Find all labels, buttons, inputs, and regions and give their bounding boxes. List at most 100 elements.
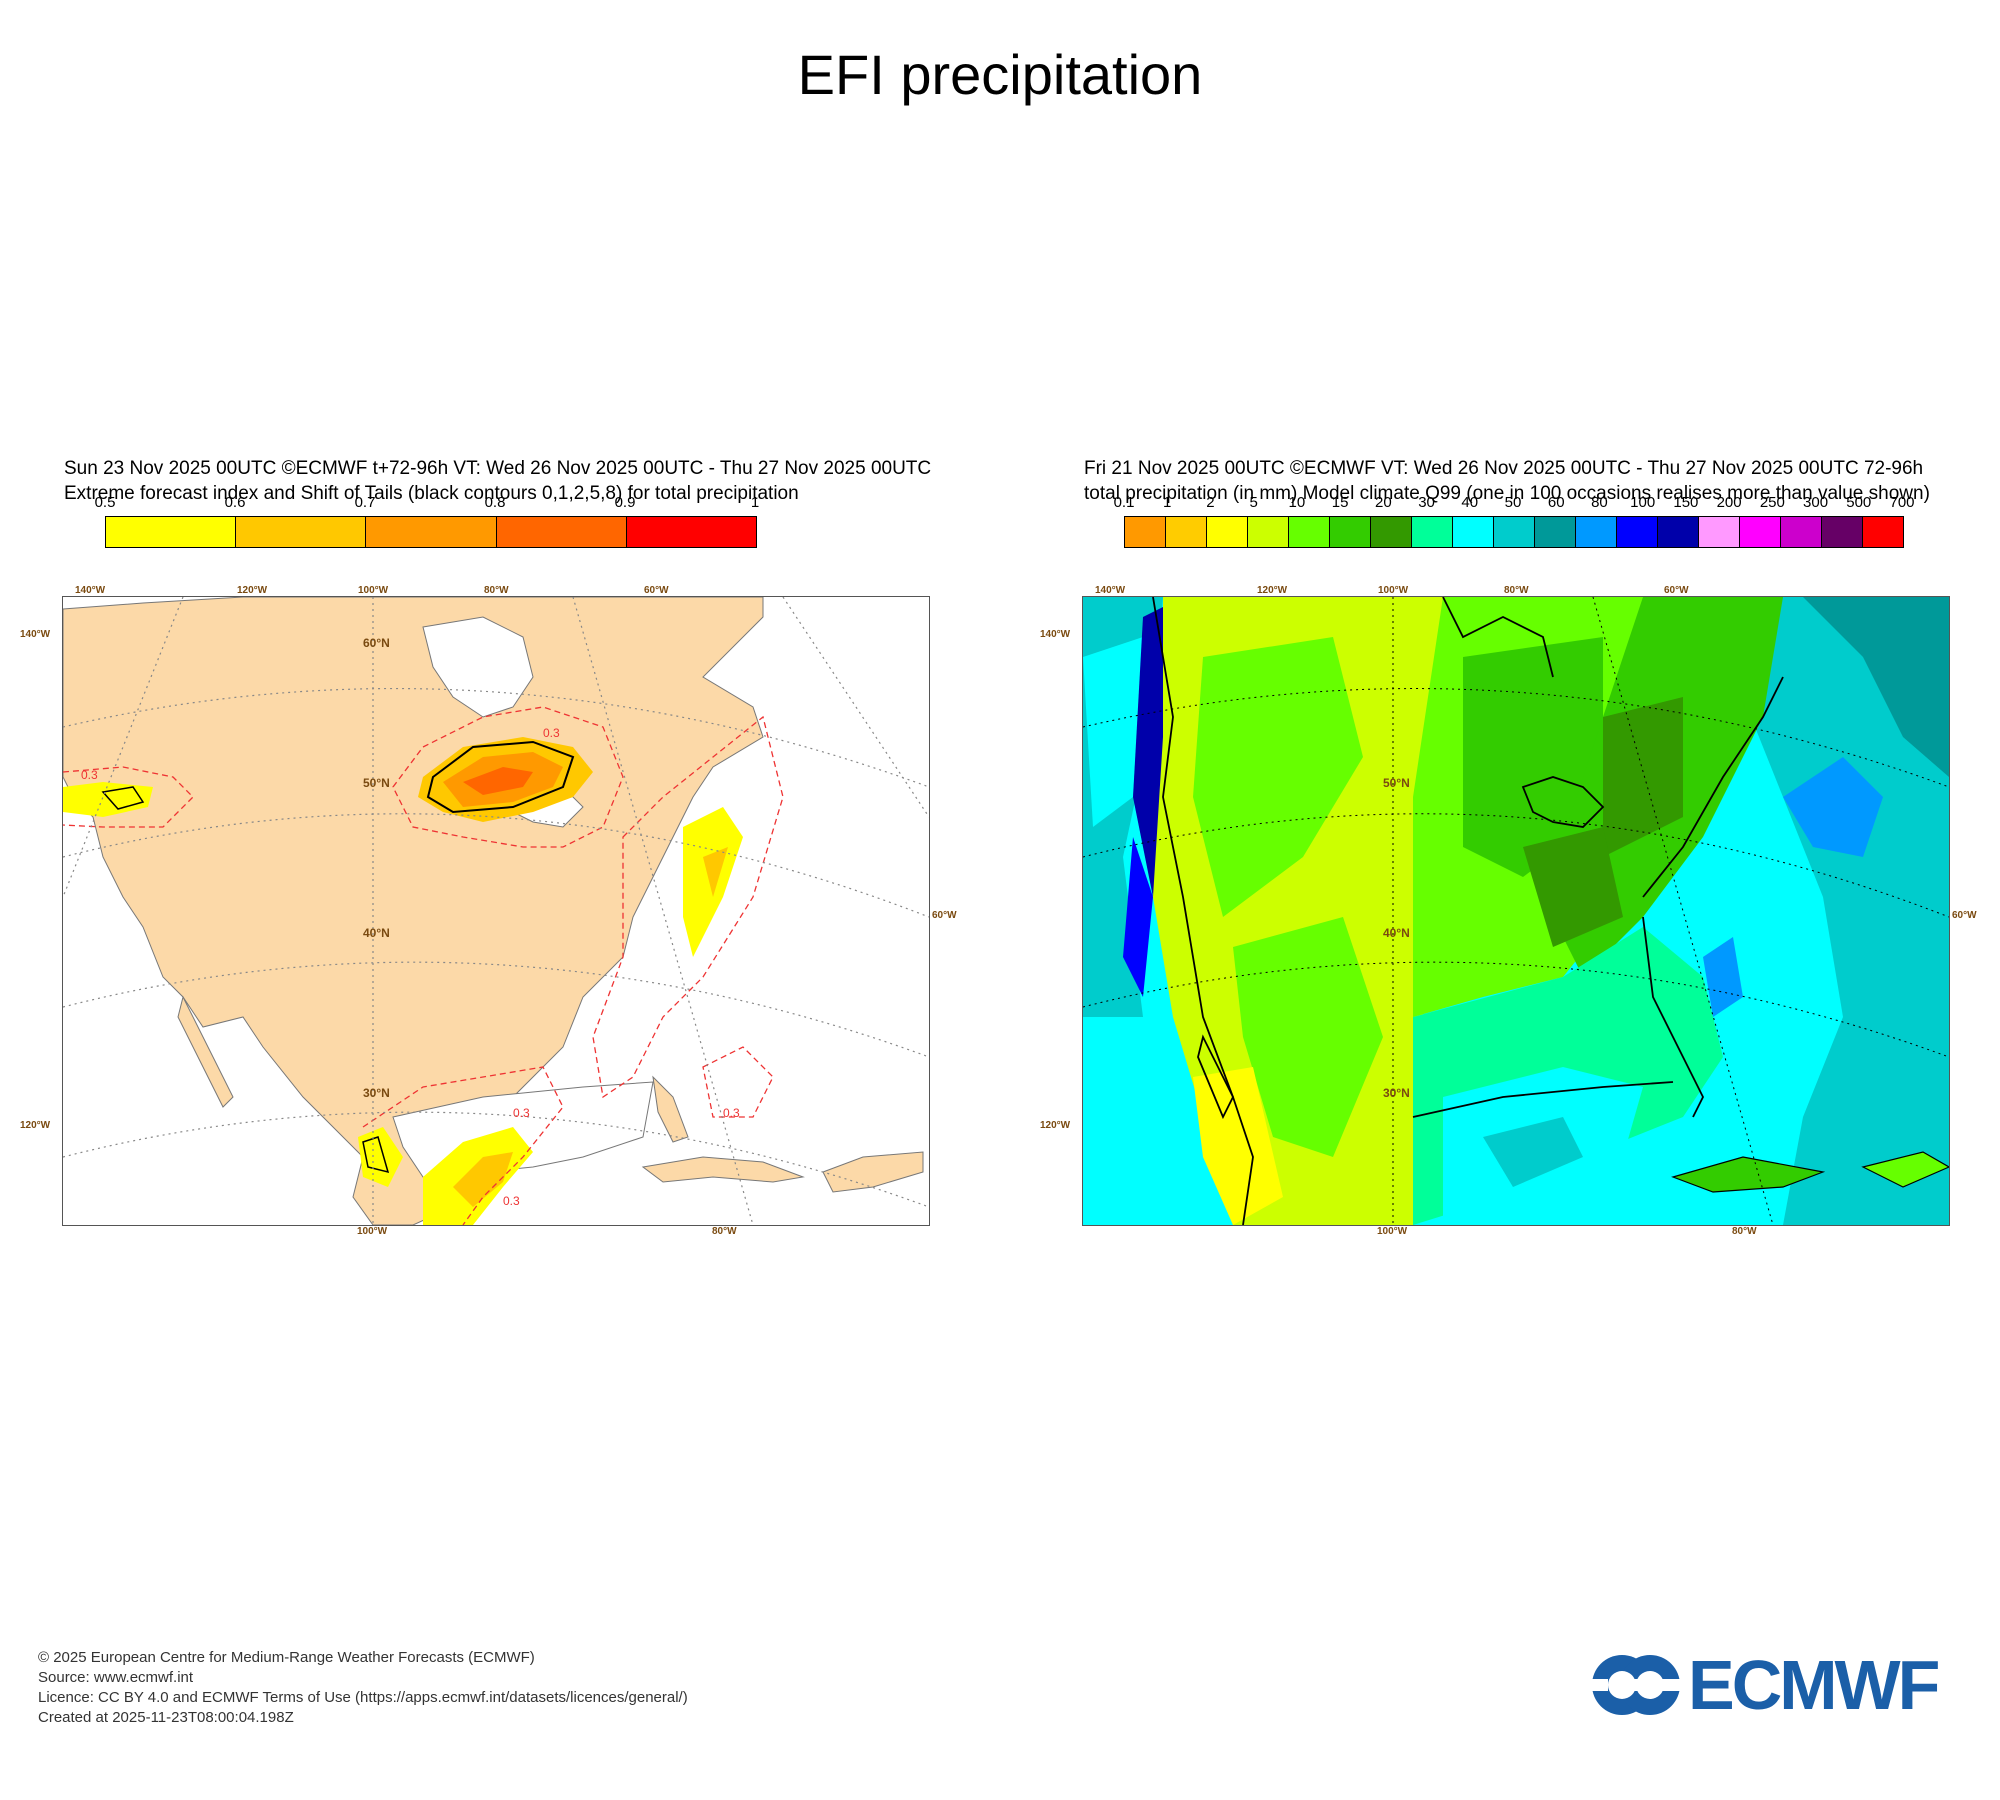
efi-colorbar-labels: 0.5 0.6 0.7 0.8 0.9 1 bbox=[95, 494, 760, 512]
climate-colorbar-label: 10 bbox=[1288, 494, 1306, 511]
climate-colorbar-label: 50 bbox=[1504, 494, 1522, 511]
climate-colorbar-segment bbox=[1617, 517, 1658, 547]
climate-colorbar-label: 150 bbox=[1673, 494, 1699, 511]
climate-colorbar-label: 250 bbox=[1759, 494, 1785, 511]
climate-right-label: 60°W bbox=[1952, 910, 1977, 921]
efi-hudson-bay bbox=[422, 616, 534, 718]
footer-copyright: © 2025 European Centre for Medium-Range … bbox=[38, 1649, 535, 1666]
climate-colorbar-label: 700 bbox=[1889, 494, 1915, 511]
climate-colorbar-label: 2 bbox=[1206, 494, 1215, 511]
climate-colorbar-label: 80 bbox=[1591, 494, 1608, 511]
efi-top-lon-label: 140°W bbox=[75, 585, 106, 596]
efi-colorbar-segment bbox=[106, 517, 237, 547]
page-title: EFI precipitation bbox=[797, 43, 1203, 106]
climate-colorbar-label: 20 bbox=[1374, 494, 1392, 511]
climate-colorbar-segment bbox=[1699, 517, 1740, 547]
climate-header-line2: total precipitation (in mm) Model climat… bbox=[1084, 483, 1930, 504]
climate-colorbar-label: 100 bbox=[1630, 494, 1656, 511]
efi-land-hispaniola bbox=[822, 1151, 924, 1193]
climate-left-label: 120°W bbox=[1040, 1120, 1071, 1131]
climate-colorbar-segment bbox=[1740, 517, 1781, 547]
climate-colorbar-segment bbox=[1330, 517, 1371, 547]
efi-header-line2: Extreme forecast index and Shift of Tail… bbox=[64, 483, 799, 504]
efi-graticule bbox=[63, 597, 929, 1225]
climate-colorbar-label: 300 bbox=[1803, 494, 1829, 511]
efi-land-florida bbox=[652, 1075, 689, 1143]
efi-sot-contour bbox=[392, 706, 624, 848]
efi-anomaly-texas bbox=[358, 1127, 403, 1187]
climate-left-label: 140°W bbox=[1040, 629, 1071, 640]
ecmwf-logo: ECMWF bbox=[1588, 1648, 1964, 1722]
efi-panel: Sun 23 Nov 2025 00UTC ©ECMWF t+72-96h VT… bbox=[20, 440, 1000, 1240]
efi-right-label: 60°W bbox=[932, 910, 957, 921]
efi-contour-label: 0.3 bbox=[503, 1194, 520, 1208]
climate-colorbar-segment bbox=[1125, 517, 1166, 547]
efi-colorbar-segment bbox=[626, 517, 757, 547]
climate-grid-label: 50°N bbox=[1383, 776, 1410, 790]
climate-colorbar-segment bbox=[1576, 517, 1617, 547]
climate-colorbar-label: 0.1 bbox=[1113, 494, 1135, 511]
climate-top-lon-label: 140°W bbox=[1095, 585, 1126, 596]
footer-licence: Licence: CC BY 4.0 and ECMWF Terms of Us… bbox=[38, 1689, 688, 1706]
climate-colorbar-segment bbox=[1535, 517, 1576, 547]
climate-panel: Fri 21 Nov 2025 00UTC ©ECMWF VT: Wed 26 … bbox=[1040, 440, 2000, 1240]
climate-colorbar-label: 5 bbox=[1249, 494, 1258, 511]
efi-land-cuba bbox=[641, 1156, 805, 1183]
efi-panel-header: Sun 23 Nov 2025 00UTC ©ECMWF t+72-96h VT… bbox=[64, 456, 931, 506]
climate-colorbar-segment bbox=[1822, 517, 1863, 547]
climate-top-lon-label: 80°W bbox=[1504, 585, 1529, 596]
climate-colorbar bbox=[1124, 516, 1904, 548]
climate-colorbar-label: 15 bbox=[1331, 494, 1349, 511]
efi-colorbar-label: 1 bbox=[750, 494, 760, 511]
efi-colorbar-segment bbox=[496, 517, 627, 547]
climate-colorbar-labels: 0.1 1 2 5 10 15 20 30 40 50 60 80 100 150 200 250 300 500… bbox=[1114, 494, 1915, 512]
efi-map: 60°N 50°N 40°N 30°N 0.3 0.3 0.3 0.3 0.3 bbox=[62, 596, 930, 1226]
efi-contour-label: 0.3 bbox=[81, 768, 98, 782]
ecmwf-logo-icon bbox=[1588, 1655, 1684, 1715]
efi-left-label: 120°W bbox=[20, 1120, 51, 1131]
climate-colorbar-label: 200 bbox=[1716, 494, 1742, 511]
climate-colorbar-segment bbox=[1781, 517, 1822, 547]
efi-bottom-lon-label: 80°W bbox=[712, 1226, 737, 1237]
climate-colorbar-segment bbox=[1248, 517, 1289, 547]
climate-header-line1: Fri 21 Nov 2025 00UTC ©ECMWF VT: Wed 26 … bbox=[1084, 458, 1924, 479]
efi-colorbar-label: 0.5 bbox=[94, 494, 116, 511]
efi-colorbar-segment bbox=[366, 517, 497, 547]
efi-bottom-lon-label: 100°W bbox=[357, 1226, 388, 1237]
efi-top-lon-label: 100°W bbox=[358, 585, 389, 596]
efi-colorbar-label: 0.6 bbox=[224, 494, 246, 511]
efi-top-lon-label: 80°W bbox=[484, 585, 509, 596]
efi-map-svg: 60°N 50°N 40°N 30°N 0.3 0.3 0.3 0.3 0.3 bbox=[63, 597, 929, 1225]
climate-colorbar-segment bbox=[1166, 517, 1207, 547]
efi-colorbar-label: 0.8 bbox=[484, 494, 506, 511]
footer: © 2025 European Centre for Medium-Range … bbox=[38, 1648, 688, 1728]
climate-colorbar-segment bbox=[1453, 517, 1494, 547]
climate-colorbar-segment bbox=[1371, 517, 1412, 547]
climate-grid-label: 30°N bbox=[1383, 1086, 1410, 1100]
climate-colorbar-segment bbox=[1658, 517, 1699, 547]
efi-land-baja bbox=[177, 995, 234, 1108]
climate-grid-labels: 50°N 40°N 30°N bbox=[1383, 776, 1410, 1100]
efi-contour-labels: 0.3 0.3 0.3 0.3 0.3 bbox=[81, 726, 740, 1208]
climate-atlantic bbox=[1703, 597, 1949, 1225]
climate-map-svg: 50°N 40°N 30°N bbox=[1083, 597, 1949, 1225]
efi-grid-labels: 60°N 50°N 40°N 30°N bbox=[363, 636, 390, 1100]
climate-colorbar-label: 40 bbox=[1461, 494, 1479, 511]
efi-colorbar bbox=[105, 516, 757, 548]
efi-grid-label: 40°N bbox=[363, 926, 390, 940]
climate-cuba bbox=[1671, 1156, 1826, 1193]
efi-colorbar-label: 0.9 bbox=[614, 494, 636, 511]
efi-colorbar-segment bbox=[236, 517, 367, 547]
climate-colorbar-segment bbox=[1207, 517, 1248, 547]
climate-colorbar-segment bbox=[1289, 517, 1330, 547]
climate-bottom-lon-label: 80°W bbox=[1732, 1226, 1757, 1237]
efi-grid-label: 60°N bbox=[363, 636, 390, 650]
efi-top-lon-label: 120°W bbox=[237, 585, 268, 596]
efi-contour-label: 0.3 bbox=[513, 1106, 530, 1120]
efi-grid-label: 30°N bbox=[363, 1086, 390, 1100]
climate-panel-header: Fri 21 Nov 2025 00UTC ©ECMWF VT: Wed 26 … bbox=[1084, 456, 1930, 506]
efi-grid-label: 50°N bbox=[363, 776, 390, 790]
efi-left-label: 140°W bbox=[20, 629, 51, 640]
climate-colorbar-segment bbox=[1412, 517, 1453, 547]
efi-header-line1: Sun 23 Nov 2025 00UTC ©ECMWF t+72-96h VT… bbox=[64, 458, 932, 479]
